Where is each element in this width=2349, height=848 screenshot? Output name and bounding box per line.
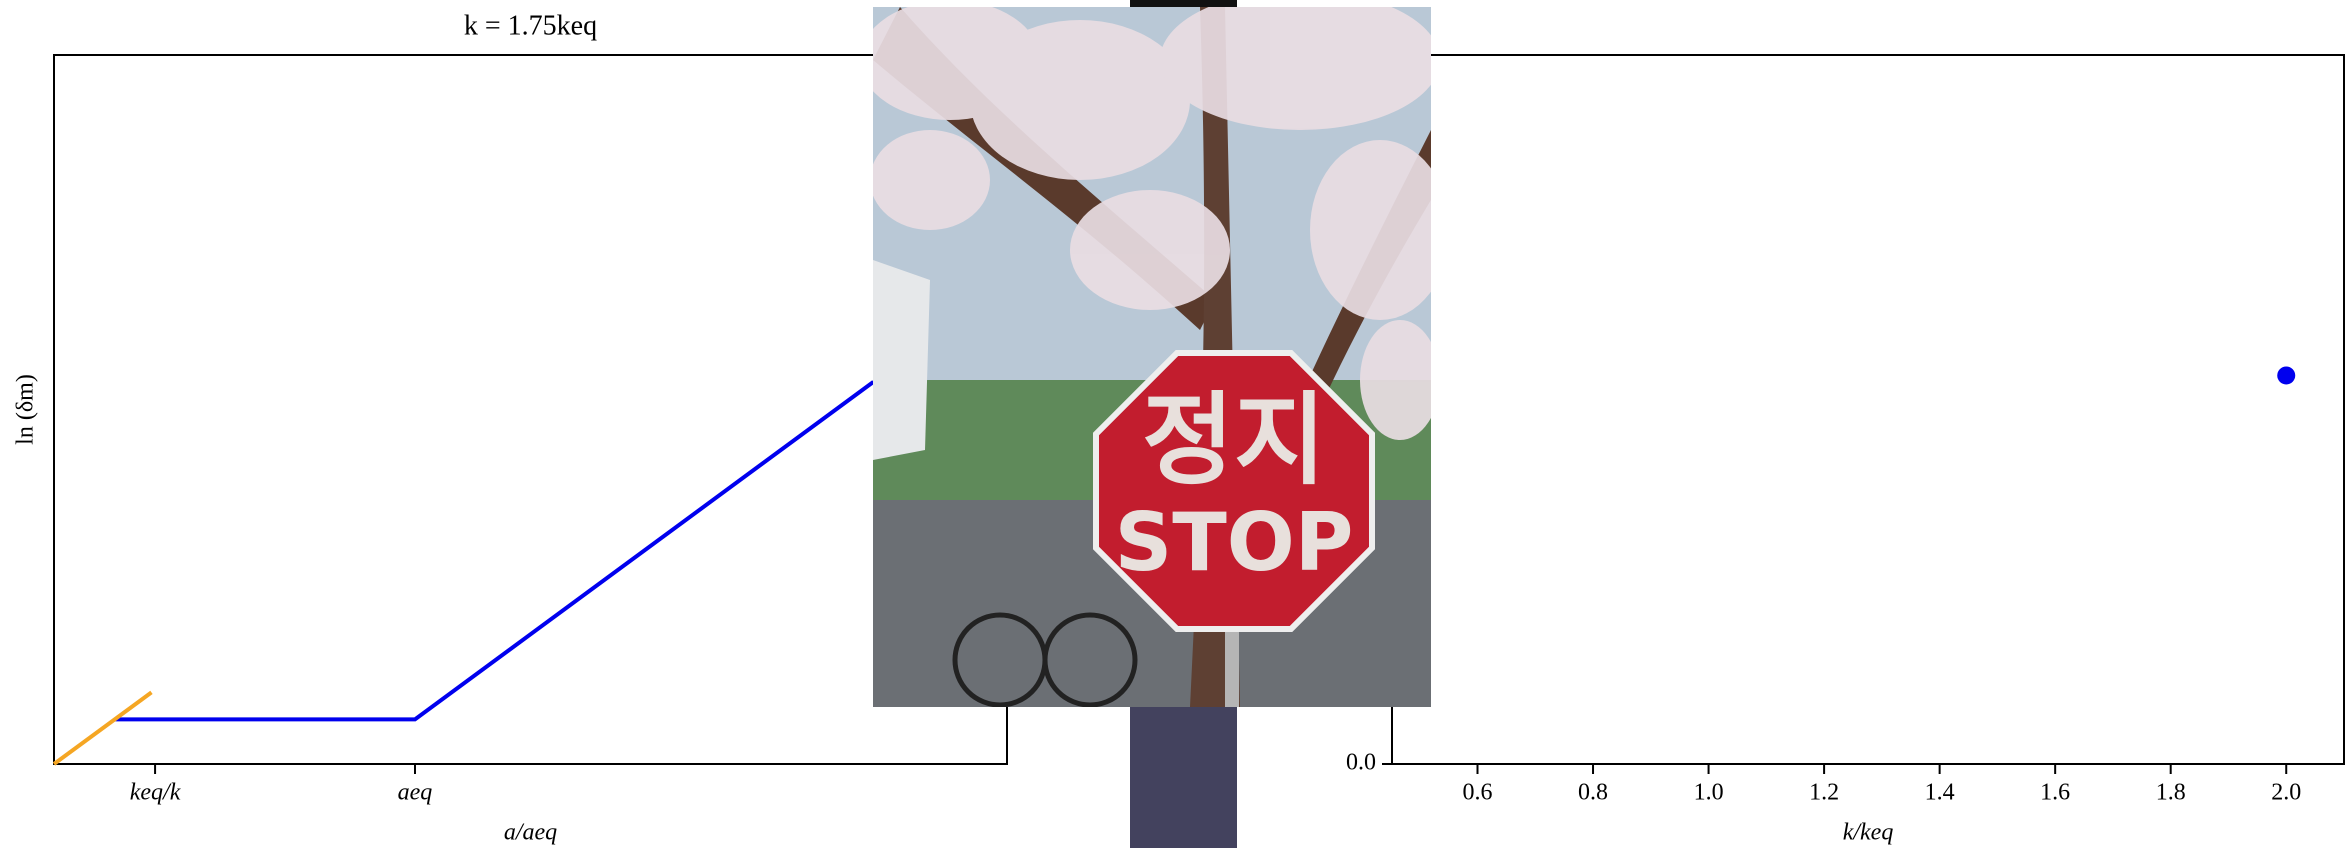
x-tick-label: 1.4 [1925, 780, 1955, 806]
line-series [115, 380, 875, 722]
dark-bar-top [1130, 0, 1237, 8]
x-axis-label: k/keq [1843, 820, 1894, 846]
sign-english: STOP [1115, 496, 1354, 589]
x-tick-label: 0.8 [1578, 780, 1608, 806]
x-tick-label: 2.0 [2271, 780, 2301, 806]
x-tick-label: keq/k [130, 780, 181, 806]
y-axis-label: ln (δm) [13, 374, 39, 445]
x-axis-label: a/aeq [504, 820, 557, 846]
plots: k = 1.75keq a/aeq ln (δm) keq/k aeq k/keq 0.6 0… [13, 10, 2345, 846]
y-tick-label: 0.0 [1346, 750, 1376, 776]
scatter-point [2277, 366, 2296, 385]
x-tick-label: 1.8 [2156, 780, 2186, 806]
photo: 정지 STOP [873, 7, 1431, 707]
photo-overlay: 정지 STOP [873, 0, 1431, 848]
x-tick-label: 1.6 [2040, 780, 2070, 806]
sign-korean: 정지 [1142, 381, 1326, 498]
line-series [52, 690, 153, 766]
axes-frame [1391, 54, 2345, 765]
x-tick-label: 1.2 [1809, 780, 1839, 806]
chart-title: k = 1.75keq [464, 10, 597, 41]
x-tick-label: 1.0 [1694, 780, 1724, 806]
x-tick-label: aeq [398, 780, 433, 806]
x-tick-label: 0.6 [1462, 780, 1492, 806]
axes-frame [53, 54, 1008, 765]
